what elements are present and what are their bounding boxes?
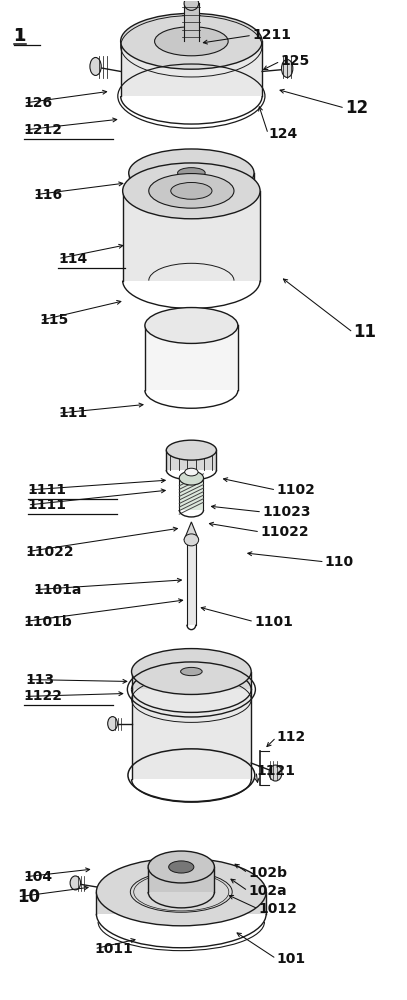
Ellipse shape [148, 851, 214, 883]
Ellipse shape [168, 861, 194, 873]
Text: 102b: 102b [248, 866, 287, 880]
Polygon shape [148, 867, 214, 892]
Text: 1: 1 [13, 27, 26, 45]
Text: 11022: 11022 [26, 545, 74, 559]
Ellipse shape [282, 59, 293, 77]
Ellipse shape [181, 667, 202, 676]
Text: 115: 115 [40, 314, 69, 328]
Polygon shape [145, 325, 238, 390]
Text: 12: 12 [345, 99, 368, 117]
Text: 1012: 1012 [258, 902, 297, 916]
Text: 1122: 1122 [24, 689, 63, 703]
Polygon shape [184, 522, 199, 540]
Text: 1212: 1212 [24, 123, 63, 137]
Ellipse shape [96, 858, 266, 926]
Text: 1011: 1011 [94, 942, 133, 956]
Ellipse shape [108, 717, 117, 731]
Ellipse shape [171, 182, 212, 199]
Ellipse shape [269, 765, 282, 781]
Ellipse shape [131, 649, 251, 694]
Ellipse shape [184, 534, 199, 546]
Text: 124: 124 [268, 127, 298, 141]
Text: 11023: 11023 [262, 505, 311, 519]
Ellipse shape [120, 13, 262, 69]
Text: 11: 11 [353, 323, 376, 341]
Text: 1111: 1111 [28, 498, 67, 512]
Ellipse shape [129, 149, 254, 197]
Polygon shape [179, 478, 204, 510]
Polygon shape [187, 540, 196, 625]
Text: 1102: 1102 [276, 483, 315, 497]
Text: 110: 110 [325, 555, 354, 569]
Text: 113: 113 [26, 673, 55, 687]
Ellipse shape [123, 163, 260, 219]
Ellipse shape [187, 535, 196, 545]
Text: 102a: 102a [248, 884, 287, 898]
Text: 1121: 1121 [256, 764, 295, 778]
Polygon shape [129, 173, 254, 191]
Polygon shape [123, 191, 260, 281]
Ellipse shape [166, 440, 217, 460]
Text: 11022: 11022 [260, 525, 309, 539]
Ellipse shape [149, 174, 234, 208]
Ellipse shape [70, 876, 81, 890]
Polygon shape [131, 672, 251, 689]
Ellipse shape [184, 0, 199, 10]
Text: 112: 112 [276, 730, 306, 744]
Text: 114: 114 [58, 252, 87, 266]
Ellipse shape [90, 57, 101, 75]
Polygon shape [184, 3, 199, 41]
Text: 10: 10 [18, 888, 41, 906]
Text: 126: 126 [24, 96, 53, 110]
Text: 116: 116 [34, 188, 63, 202]
Text: 1101a: 1101a [34, 583, 82, 597]
Ellipse shape [185, 468, 198, 476]
Text: 1111: 1111 [28, 483, 67, 497]
Polygon shape [120, 41, 262, 96]
Text: 1211: 1211 [252, 28, 291, 42]
Ellipse shape [155, 27, 228, 56]
Text: 101: 101 [276, 952, 305, 966]
Text: 1101b: 1101b [24, 615, 72, 629]
Ellipse shape [179, 471, 204, 485]
Text: 125: 125 [280, 54, 310, 68]
Polygon shape [131, 689, 251, 779]
Text: 111: 111 [58, 406, 87, 420]
Text: 1: 1 [13, 27, 25, 45]
Text: 104: 104 [24, 870, 53, 884]
Text: 1101: 1101 [254, 615, 293, 629]
Polygon shape [96, 892, 266, 914]
Ellipse shape [145, 308, 238, 343]
Polygon shape [166, 450, 217, 470]
Ellipse shape [177, 168, 205, 178]
